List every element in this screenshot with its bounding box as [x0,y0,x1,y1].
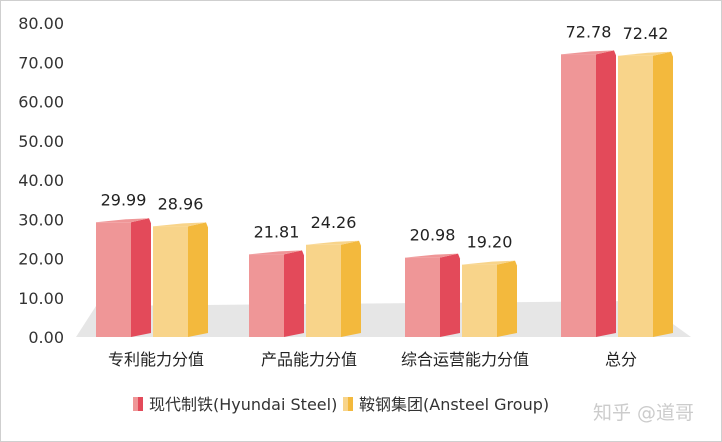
x-tick-label: 产品能力分值 [261,350,357,369]
bar-side [284,250,304,337]
bar-front [249,254,284,337]
y-tick-label: 70.00 [18,53,64,72]
data-label: 21.81 [254,222,300,241]
bar-top [405,253,458,258]
data-label: 20.98 [410,226,456,245]
y-tick-label: 30.00 [18,210,64,229]
y-tick-label: 20.00 [18,250,64,269]
bar-top [462,260,515,265]
bar-front [618,55,653,338]
bar-side [653,51,673,338]
bar-top [561,50,614,55]
data-label: 29.99 [101,190,147,209]
data-label: 28.96 [158,194,204,213]
x-tick-label: 综合运营能力分值 [401,350,529,369]
x-tick-label: 专利能力分值 [108,350,204,369]
x-tick-label: 总分 [605,350,637,369]
bar-top [306,240,359,245]
y-tick-label: 50.00 [18,132,64,151]
floor-shadow [76,301,691,337]
bar-front [561,54,596,337]
bar-side [341,240,361,337]
bar-front [96,222,131,337]
legend-label: 鞍钢集团(Ansteel Group) [359,395,549,414]
bar-side [440,253,460,337]
legend-swatch-side [348,397,353,411]
watermark: 知乎 @道哥 [593,402,694,424]
data-label: 72.42 [623,24,669,43]
bar-top [96,218,149,223]
legend-swatch [133,397,138,411]
data-label: 19.20 [467,233,513,252]
y-tick-label: 0.00 [28,328,64,347]
y-tick-label: 40.00 [18,171,64,190]
bar-top [153,222,206,227]
y-tick-label: 80.00 [18,14,64,33]
legend-label: 现代制铁(Hyundai Steel) [149,395,337,414]
legend-swatch [343,397,348,411]
y-tick-label: 60.00 [18,93,64,112]
legend-swatch-side [138,397,143,411]
bar-side [596,50,616,337]
bar-top [618,51,671,56]
data-label: 24.26 [311,213,357,232]
bar-front [153,226,188,337]
bar-side [497,260,517,337]
bar-front [462,264,497,337]
bar-front [306,244,341,337]
bar-side [188,222,208,337]
data-label: 72.78 [566,22,612,41]
bar-side [131,218,151,337]
y-tick-label: 10.00 [18,289,64,308]
bar-front [405,257,440,337]
bar-top [249,250,302,255]
